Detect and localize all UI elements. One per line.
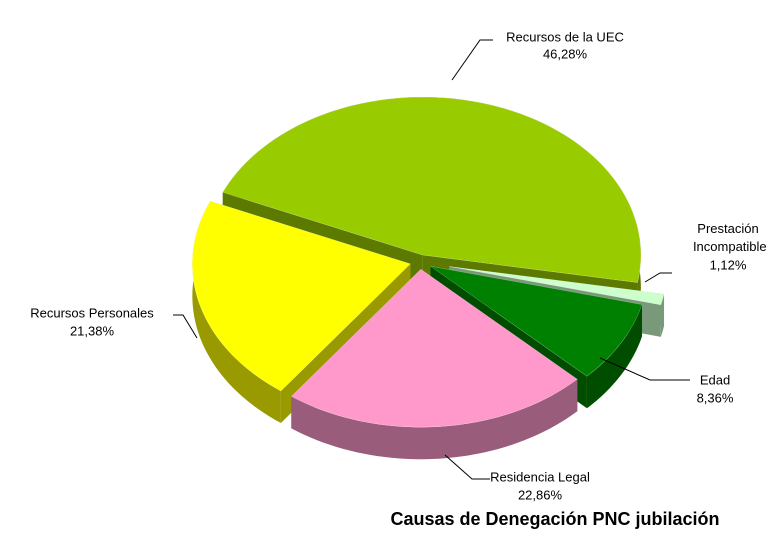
leader-line [451,39,493,81]
slice [192,200,411,392]
leader-line [644,272,672,283]
slice [430,265,643,377]
slice-wall [291,379,578,460]
leader-line [599,357,690,381]
leader-line [173,314,198,339]
category-label: Residencia Legal [490,469,590,484]
slice-wall [586,304,642,409]
slice [290,268,578,428]
slice [449,266,665,306]
value-label: 46,28% [543,46,588,61]
value-label: 1,12% [710,257,747,272]
value-label: 22,86% [518,487,563,502]
leader-line [444,454,490,480]
category-label: Edad [700,372,730,387]
slice [222,96,642,283]
value-label: 8,36% [697,390,734,405]
category-label: Recursos de la UEC [506,29,624,44]
slice-wall [660,293,665,337]
chart-title: Causas de Denegación PNC jubilación [390,509,719,529]
category-label: Prestación Incompatible [689,221,766,254]
value-label: 21,38% [70,323,115,338]
pie-tops [192,96,665,428]
labels: Recursos de la UEC 46,28% Prestación Incom… [30,29,766,502]
category-label: Recursos Personales [30,305,154,320]
category-label-part: Prestación [697,221,758,236]
category-label-part: Incompatible [689,239,766,254]
